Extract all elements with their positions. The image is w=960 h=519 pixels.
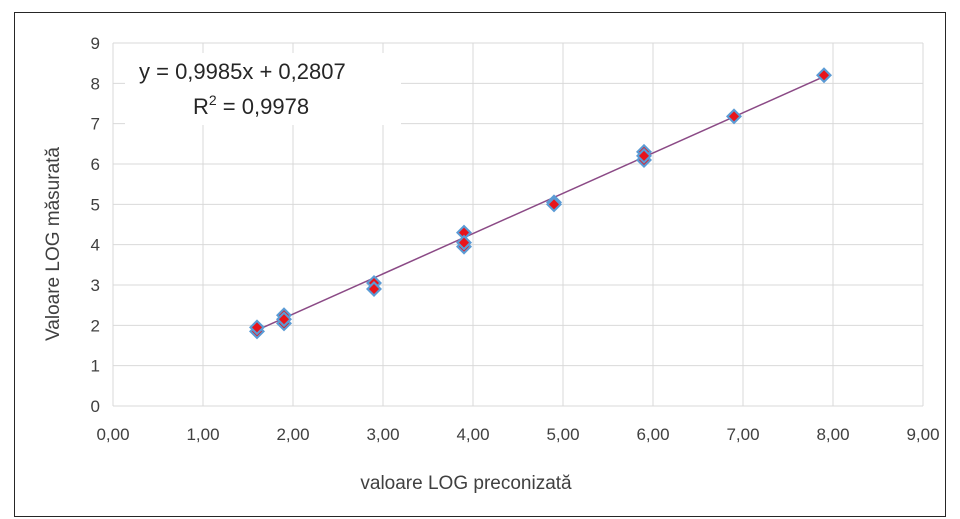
trendline-equation: y = 0,9985x + 0,2807 R2 = 0,9978	[125, 53, 401, 125]
data-point-inner-marker	[459, 227, 469, 238]
x-tick-label: 2,00	[276, 425, 309, 444]
point-layer	[249, 67, 832, 340]
data-point-inner-marker	[549, 199, 559, 210]
data-point	[816, 67, 832, 84]
y-tick-label: 2	[91, 316, 100, 335]
r-squared-prefix: R	[193, 94, 209, 119]
x-tick-label: 8,00	[816, 425, 849, 444]
y-tick-label: 5	[91, 195, 100, 214]
x-tick-label: 4,00	[456, 425, 489, 444]
y-tick-label: 1	[91, 357, 100, 376]
data-point	[726, 108, 742, 125]
x-tick-label: 5,00	[546, 425, 579, 444]
y-tick-label: 3	[91, 276, 100, 295]
equation-label: y = 0,9985x + 0,2807	[139, 59, 346, 84]
y-tick-label: 4	[91, 236, 100, 255]
data-point-inner-marker	[252, 322, 262, 333]
r-squared-superscript: 2	[209, 92, 217, 108]
data-point-inner-marker	[729, 111, 739, 122]
y-tick-label: 9	[91, 34, 100, 53]
data-point	[546, 196, 562, 213]
data-point-inner-marker	[639, 150, 649, 161]
equation-background	[125, 53, 401, 125]
y-tick-label: 8	[91, 74, 100, 93]
y-tick-label: 7	[91, 115, 100, 134]
x-tick-label: 7,00	[726, 425, 759, 444]
chart-svg: 0 1 2 3 4 5 6 7 8 9 0,00 1,00 2,00 3,00 4,00 5,00 6,00 7,…	[43, 34, 940, 494]
data-point-inner-marker	[819, 70, 829, 81]
y-tick-label: 6	[91, 155, 100, 174]
tick-layer: 0 1 2 3 4 5 6 7 8 9 0,00 1,00 2,00 3,00 4,00 5,00 6,00 7,…	[91, 34, 940, 444]
data-point	[456, 224, 472, 241]
chart-frame: 0 1 2 3 4 5 6 7 8 9 0,00 1,00 2,00 3,00 4,00 5,00 6,00 7,…	[14, 12, 946, 517]
data-point-inner-marker	[369, 284, 379, 295]
r-squared-label: R2 = 0,9978	[193, 92, 309, 119]
r-squared-value: = 0,9978	[217, 94, 309, 119]
y-tick-label: 0	[91, 397, 100, 416]
data-point	[636, 147, 652, 164]
data-point	[456, 234, 472, 251]
data-point	[249, 319, 265, 336]
x-axis-title: valoare LOG preconizată	[360, 473, 572, 494]
data-point	[366, 281, 382, 298]
y-axis-title: Valoare LOG măsurată	[43, 147, 64, 341]
data-point-inner-marker	[459, 237, 469, 248]
x-tick-label: 0,00	[96, 425, 129, 444]
x-tick-label: 9,00	[906, 425, 939, 444]
x-tick-label: 1,00	[186, 425, 219, 444]
x-tick-label: 6,00	[636, 425, 669, 444]
data-point	[276, 311, 292, 328]
data-point-inner-marker	[279, 314, 289, 325]
x-tick-label: 3,00	[366, 425, 399, 444]
